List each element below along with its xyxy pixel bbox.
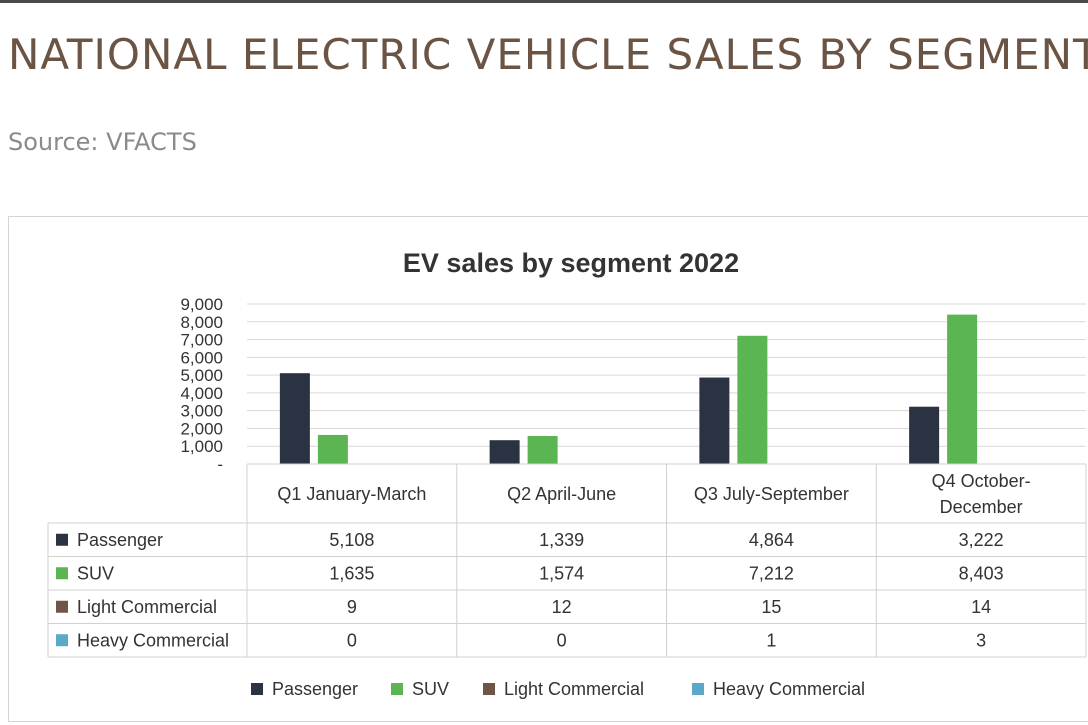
data-label: 4,864 [749,530,794,550]
table-legend-key [56,600,68,613]
legend-key [391,683,403,695]
data-label: 9 [347,597,357,617]
data-label: 14 [971,597,991,617]
x-category-label: Q2 April-June [507,484,616,504]
bar-suv [947,314,978,464]
x-category-label: Q4 October- [932,471,1031,491]
bar-passenger [489,440,520,464]
table-series-name: Passenger [77,530,163,550]
table-legend-key [56,567,68,580]
x-category-label: December [940,497,1023,517]
table-series-name: SUV [77,563,114,583]
chart-container [8,216,1088,722]
table-series-name: Light Commercial [77,597,217,617]
legend-key [692,683,704,695]
y-tick-label: 5,000 [180,366,223,385]
table-legend-key [56,533,68,546]
data-label: 1,574 [539,563,584,583]
y-tick-label: 2,000 [180,419,223,438]
data-label: 1,635 [329,563,374,583]
table-legend-key [56,634,68,647]
legend-label: SUV [412,679,449,699]
data-label: 0 [347,630,357,650]
data-label: 15 [761,597,781,617]
legend-label: Heavy Commercial [713,679,865,699]
legend-key [483,683,495,695]
data-label: 8,403 [959,563,1004,583]
data-label: 3 [976,630,986,650]
legend-label: Passenger [272,679,358,699]
y-tick-label: 1,000 [180,437,223,456]
table-series-name: Heavy Commercial [77,630,229,650]
bar-suv [527,436,558,464]
data-label: 0 [557,630,567,650]
y-tick-label: 3,000 [180,402,223,421]
y-tick-label: 7,000 [180,331,223,350]
y-tick-label: 8,000 [180,313,223,332]
y-tick-label: - [217,455,223,474]
x-category-label: Q1 January-March [277,484,426,504]
data-label: 7,212 [749,563,794,583]
bar-suv [737,335,768,464]
top-rule [0,0,1088,3]
data-label: 1,339 [539,530,584,550]
page-source: Source: VFACTS [8,128,197,156]
x-category-label: Q3 July-September [694,484,849,504]
page-title: NATIONAL ELECTRIC VEHICLE SALES BY SEGME… [8,30,1088,79]
data-label: 3,222 [959,530,1004,550]
data-label: 1 [766,630,776,650]
data-label: 12 [552,597,572,617]
bar-passenger [909,406,940,464]
bar-suv [317,434,348,464]
data-label: 5,108 [329,530,374,550]
chart-title: EV sales by segment 2022 [403,248,739,278]
legend-label: Light Commercial [504,679,644,699]
bar-passenger [279,373,310,464]
y-tick-label: 4,000 [180,384,223,403]
y-tick-label: 6,000 [180,348,223,367]
bar-passenger [699,377,730,464]
y-tick-label: 9,000 [180,295,223,314]
legend-key [251,683,263,695]
